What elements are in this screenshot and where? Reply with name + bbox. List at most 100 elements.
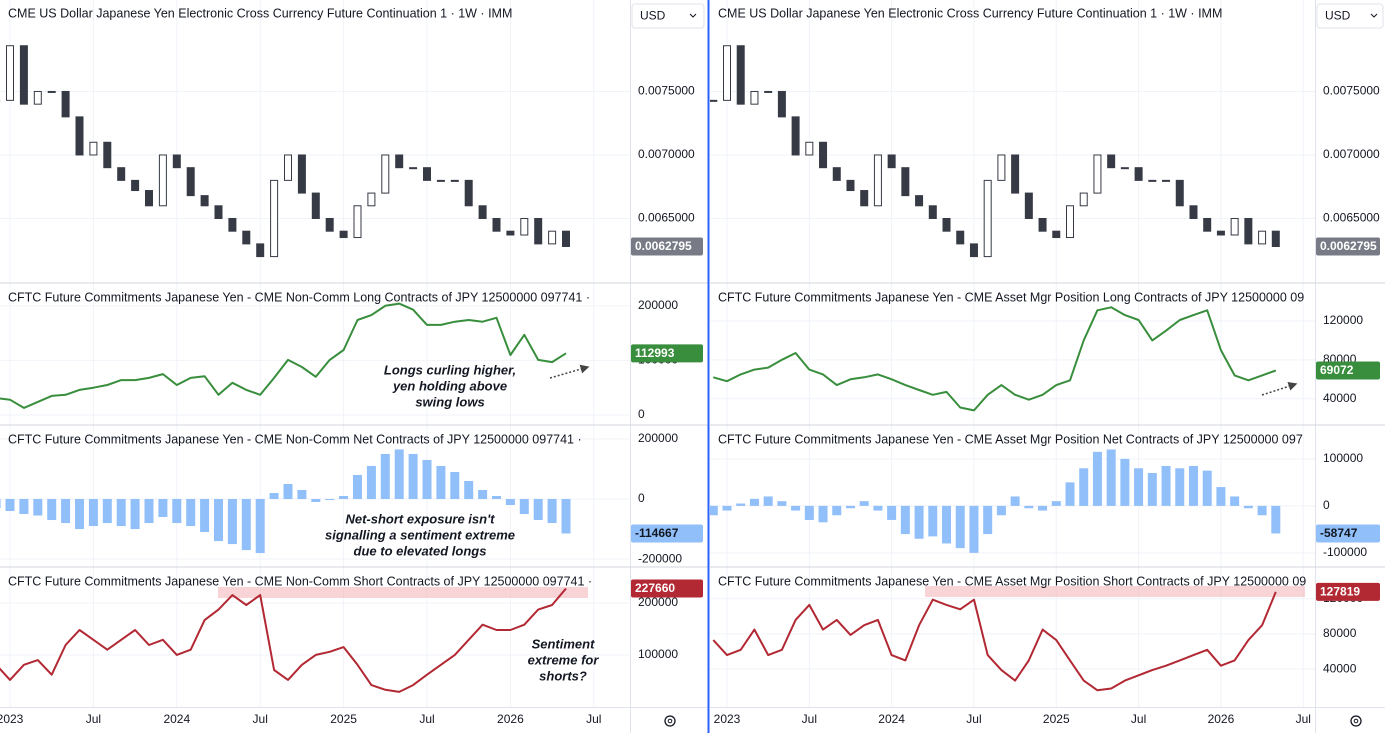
x-tick-label: Jul [802,712,817,726]
candle [297,154,306,194]
currency[interactable]: USD [640,9,666,23]
y-tick-label: 0.0075000 [638,84,695,98]
last-value-label: 0.0062795 [635,239,692,253]
x-tick-label: Jul [966,712,981,726]
histogram-bar [144,499,154,524]
histogram-bar [777,501,787,506]
histogram-bar [1038,505,1048,511]
label-layer: 2023 Jul 2024 Jul 2025 Jul 2026 Jul 0.0065000 0.0… [0,6,1380,726]
histogram-bar [283,483,293,500]
histogram-bar [0,499,1,509]
candle [61,90,70,118]
candle [1093,154,1102,194]
candle [200,195,209,207]
candle [520,217,529,236]
candle [1258,230,1267,245]
x-tick-label: 2025 [1043,712,1070,726]
histogram-bar [436,465,446,500]
histogram-bar [983,505,993,535]
x-tick-label: Jul [253,712,268,726]
last-value-badge [631,344,703,363]
candle [492,217,501,232]
series-line [0,587,567,693]
candle [228,217,237,232]
last-value-badge [631,524,703,543]
histogram-bar [478,489,488,500]
candle [1216,230,1225,236]
pane-title: CFTC Future Commitments Japanese Yen - C… [718,290,1304,304]
histogram-bar [1202,470,1212,506]
settings-button[interactable] [664,715,676,727]
candle [1066,205,1074,239]
histogram-bar [297,489,307,500]
candle [325,217,334,232]
y-tick-label: 100000 [638,647,678,661]
candle [1244,217,1253,245]
y-tick-label: 0.0070000 [638,147,695,161]
histogram-bar [547,499,557,524]
candle [915,195,924,207]
histogram-bar [88,499,98,527]
y-tick-label: 100000 [1323,451,1363,465]
histogram-bar [422,459,432,500]
candle [832,167,841,181]
histogram-bar [561,499,571,534]
histogram-bar [942,505,952,544]
histogram-bar [1216,487,1226,506]
histogram-bar [408,453,418,500]
y-tick-label: 120000 [1323,313,1363,327]
candle [777,90,786,118]
y-tick-label: 0.0065000 [1323,211,1380,225]
currency[interactable]: USD [1325,9,1351,23]
histogram-bar [450,471,460,500]
histogram-bar [102,499,112,524]
histogram-bar [380,453,390,500]
candle [750,90,759,105]
histogram-bar [749,498,759,506]
histogram-bar [1175,468,1185,506]
histogram-bar [1188,465,1198,506]
candle [983,179,992,258]
x-tick-label: Jul [86,712,101,726]
candle [1189,205,1198,219]
candle [395,154,404,169]
histogram-bar [1230,496,1240,506]
candle [997,154,1006,181]
histogram-bar [1257,505,1267,516]
histogram-bar [505,499,515,506]
pane-title: CME US Dollar Japanese Yen Electronic Cr… [718,6,1222,20]
annotation: shorts? [539,668,587,683]
candle [928,205,937,219]
y-tick-label: 40000 [1323,391,1357,405]
last-value-badge [1316,582,1380,601]
candle [284,154,292,181]
histogram-bar [1079,468,1089,506]
histogram-bar [1120,458,1130,506]
plot-area [710,45,1281,692]
candle [353,205,362,239]
chevron [689,13,697,18]
candle [534,217,543,245]
candle [409,167,418,170]
x-tick-label: 2026 [1208,712,1235,726]
histogram-bar [353,474,362,500]
candle [158,154,167,207]
currency-select[interactable] [1316,3,1384,29]
histogram-bar [763,496,773,506]
histogram-bar [269,492,279,500]
y-tick-label: 200000 [638,595,678,609]
candle [103,141,112,169]
candle [381,154,390,194]
currency-select[interactable] [631,3,705,29]
histogram-bar [130,499,140,530]
x-tick-label: Jul [586,712,601,726]
candle [887,154,896,169]
x-tick-label: Jul [419,712,434,726]
series-line [0,302,567,409]
histogram-bar [492,496,501,500]
candle [1011,154,1020,194]
candle [6,45,14,101]
candle [942,217,951,232]
settings-button[interactable] [1350,715,1362,727]
